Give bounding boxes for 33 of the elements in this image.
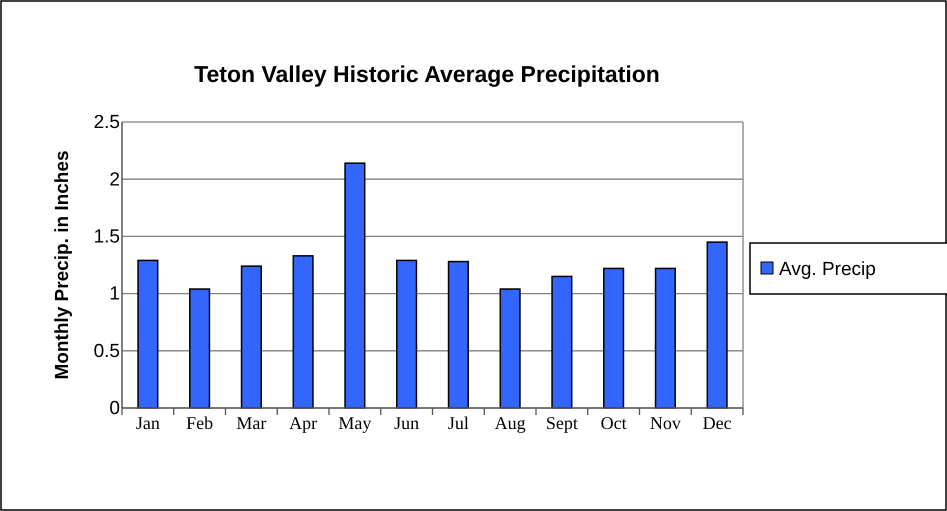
bar bbox=[448, 260, 469, 409]
x-tick-label: Feb bbox=[186, 412, 214, 433]
bar bbox=[344, 162, 366, 409]
y-axis-title: Monthly Precip. in Inches bbox=[52, 150, 73, 380]
x-tick-label: Jan bbox=[136, 412, 160, 433]
x-tick-label: Aug bbox=[494, 412, 526, 433]
chart-title: Teton Valley Historic Average Precipitation bbox=[194, 61, 660, 87]
bar bbox=[551, 276, 572, 409]
y-tick-label: 0 bbox=[109, 398, 120, 420]
x-tick-label: Nov bbox=[650, 412, 681, 433]
bar bbox=[137, 260, 158, 409]
bar bbox=[189, 288, 210, 409]
legend-label: Avg. Precip bbox=[779, 259, 876, 280]
y-tick-label: 2 bbox=[109, 169, 120, 190]
bar bbox=[292, 255, 314, 409]
bar bbox=[240, 265, 262, 409]
x-tick-label: Apr bbox=[289, 412, 318, 433]
bar bbox=[500, 288, 521, 409]
x-tick-label: Sept bbox=[546, 412, 578, 433]
y-tick-label: 1 bbox=[109, 284, 120, 305]
x-tick-label: May bbox=[338, 412, 372, 433]
y-tick-label: 2.5 bbox=[94, 112, 120, 134]
y-tick-label: 1.5 bbox=[94, 226, 120, 248]
bar bbox=[654, 268, 676, 409]
bar bbox=[396, 260, 418, 409]
x-tick-label: Mar bbox=[236, 412, 266, 433]
x-tick-label: Jun bbox=[394, 412, 420, 433]
x-tick-label: Jul bbox=[448, 412, 469, 433]
x-tick-label: Dec bbox=[702, 412, 732, 433]
x-tick-label: Oct bbox=[600, 412, 627, 433]
bar bbox=[603, 268, 624, 409]
y-tick-label: 0.5 bbox=[94, 340, 120, 362]
bar bbox=[706, 241, 728, 409]
